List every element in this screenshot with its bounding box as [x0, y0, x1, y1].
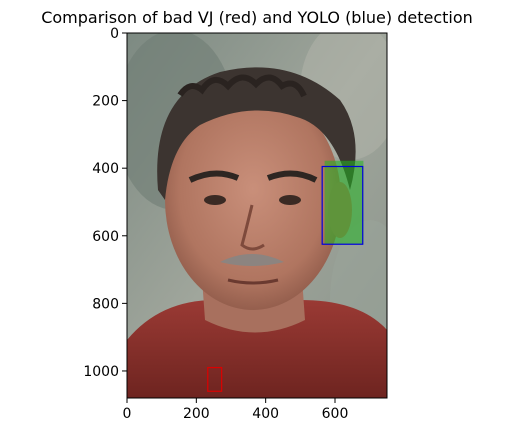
y-tick-label: 800 — [92, 296, 119, 312]
photo-mouth — [227, 278, 279, 285]
photo-hair — [157, 67, 356, 200]
x-tick-label: 0 — [123, 406, 132, 422]
chart-title: Comparison of bad VJ (red) and YOLO (blu… — [41, 8, 473, 27]
photo-nose — [240, 204, 265, 251]
y-tick-label: 400 — [92, 161, 119, 177]
y-tick-label: 0 — [110, 26, 119, 42]
plot-frame — [126, 32, 388, 399]
y-tick-label: 200 — [92, 94, 119, 110]
photo-right-eyebrow — [266, 170, 318, 183]
y-tick-label: 600 — [92, 229, 119, 245]
photo-shirt — [127, 300, 387, 398]
photo-hair-curls — [177, 74, 307, 98]
y-axis: 0 200 400 600 800 1000 — [83, 26, 127, 380]
photo-left-eye — [204, 195, 226, 205]
photo-left-eyebrow — [188, 170, 240, 183]
yolo-highlight-region — [324, 160, 364, 245]
detection-overlays — [207, 160, 364, 392]
x-axis: 0 200 400 600 — [123, 398, 349, 422]
x-tick-label: 200 — [183, 406, 210, 422]
x-tick-label: 600 — [322, 406, 349, 422]
yolo-detection-box — [321, 165, 364, 245]
x-tick-label: 400 — [252, 406, 279, 422]
photo-face — [165, 90, 341, 310]
portrait-photo — [127, 33, 387, 398]
photo-mustache — [220, 254, 284, 266]
y-tick-label: 1000 — [83, 364, 119, 380]
vj-detection-box — [207, 366, 223, 392]
photo-right-eye — [279, 195, 301, 205]
